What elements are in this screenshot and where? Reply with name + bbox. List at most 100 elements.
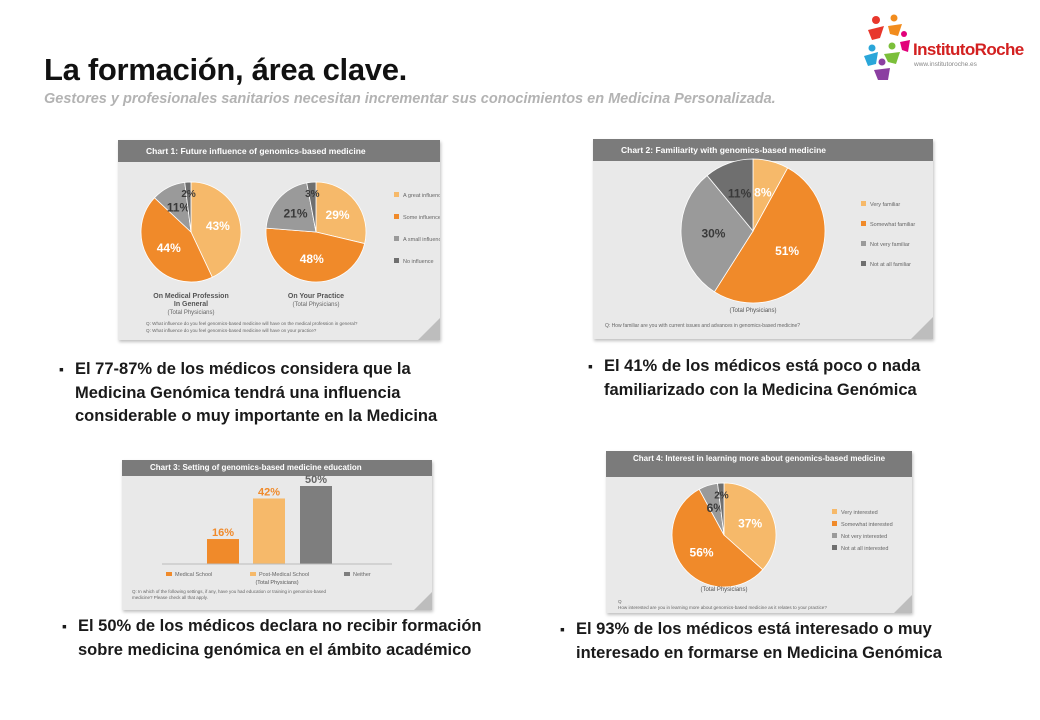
legend-label: Some influence — [403, 215, 440, 221]
legend-swatch — [344, 572, 350, 576]
pie-slice — [706, 158, 754, 233]
pie-slice — [265, 227, 366, 283]
pie-slice — [713, 167, 826, 304]
pie-sublabel: (Total Physicians) — [292, 302, 339, 308]
legend-swatch — [832, 509, 837, 514]
legend-label: No influence — [403, 259, 434, 265]
legend-label: Medical School — [175, 572, 212, 578]
legend-label: Not at all interested — [841, 546, 888, 552]
chart-1-svg: 43% 44% 11%2% 29% 48% 21% 3% A great influence S… — [140, 181, 440, 333]
legend-label: Not very familiar — [870, 242, 910, 248]
pie-value-label: 29% — [326, 208, 350, 222]
pie-value-label: 3% — [305, 189, 320, 200]
legend-swatch — [861, 241, 866, 246]
legend-label: Somewhat familiar — [870, 222, 915, 228]
pie-slice — [680, 174, 754, 293]
chart-question: Q: What influence do you feel genomics-b… — [146, 328, 317, 333]
pie-value-label: 30% — [701, 226, 725, 240]
legend-label: Very interested — [841, 510, 878, 516]
chart-3-svg: 16% 42% 50% Medical School Post-Medical Scho… — [132, 474, 392, 600]
chart-2-svg: 8% 51% 30% 11% Very familiar Somewhat familia… — [605, 158, 915, 329]
chart-question: medicine? Please check all that apply. — [132, 595, 208, 600]
legend-swatch — [394, 258, 399, 263]
legend-swatch — [861, 201, 866, 206]
legend-swatch — [832, 545, 837, 550]
pie-caption: On Medical Profession — [153, 293, 228, 300]
legend-swatch — [250, 572, 256, 576]
logo-figures-icon — [864, 14, 910, 80]
bullet-interest: ▪ El 93% de los médicos está interesado … — [560, 618, 986, 665]
bar — [300, 486, 332, 564]
legend-label: Somewhat interested — [841, 522, 893, 528]
chart-title: Chart 3: Setting of genomics-based medic… — [122, 460, 432, 476]
bullet-marker: ▪ — [588, 358, 593, 374]
bullet-text: El 77-87% de los médicos considera que l… — [75, 360, 438, 425]
legend-label: Not at all familiar — [870, 262, 911, 268]
pie-sublabel: (Total Physicians) — [729, 308, 776, 314]
pie-value-label: 2% — [714, 491, 729, 502]
chart-1-card: Chart 1: Future influence of genomics-ba… — [118, 140, 440, 340]
legend-swatch — [832, 533, 837, 538]
chart-4-card: Chart 4: Interest in learning more about… — [606, 451, 912, 613]
pie-slice — [306, 181, 317, 233]
chart-question: Q: How familiar are you with current iss… — [605, 323, 800, 329]
chart-title: Chart 4: Interest in learning more about… — [606, 451, 912, 477]
bar-value-label: 16% — [212, 527, 234, 539]
page-fold — [414, 592, 432, 610]
bullet-education: ▪ El 50% de los médicos declara no recib… — [62, 615, 488, 662]
chart-3-card: Chart 3: Setting of genomics-based medic… — [122, 460, 432, 610]
chart-question: Q: What influence do you feel genomics-b… — [146, 321, 358, 326]
legend-label: Not very interested — [841, 534, 887, 540]
page-fold — [911, 317, 933, 339]
bullet-marker: ▪ — [560, 621, 565, 637]
bullet-marker: ▪ — [59, 361, 64, 377]
pie-slice — [723, 482, 777, 571]
chart-2-card: Chart 2: Familiarity with genomics-based… — [593, 139, 933, 339]
pie-value-label: 51% — [775, 244, 799, 258]
pie-value-label: 21% — [284, 207, 308, 221]
page-subtitle: Gestores y profesionales sanitarios nece… — [44, 91, 776, 107]
pie-sublabel: (Total Physicians) — [167, 310, 214, 316]
bar-value-label: 50% — [305, 474, 327, 486]
pie-value-label: 37% — [738, 516, 762, 530]
bar — [207, 539, 239, 564]
bar-value-label: 42% — [258, 486, 280, 498]
chart-sublabel: (Total Physicians) — [255, 580, 298, 586]
bar — [253, 498, 285, 564]
page-fold — [894, 595, 912, 613]
chart-question: Q — [618, 599, 622, 604]
pie-slice — [265, 182, 317, 233]
chart-title: Chart 1: Future influence of genomics-ba… — [118, 140, 440, 162]
pie-value-label: 11% — [728, 187, 752, 201]
legend-swatch — [861, 261, 866, 266]
pie-value-label: 44% — [157, 241, 181, 255]
pie-slice — [184, 181, 192, 233]
pie-slice — [717, 482, 725, 536]
pie-slice — [315, 181, 367, 245]
chart-question: How interested are you in learning more … — [618, 605, 827, 610]
pie-value-label: 56% — [690, 546, 714, 560]
pie-value-label: 43% — [206, 219, 230, 233]
bullet-marker: ▪ — [62, 618, 67, 634]
instituto-roche-logo — [864, 14, 910, 80]
chart-title-text: Chart 4: Interest in learning more about… — [632, 454, 886, 463]
pie-value-label: 48% — [300, 252, 324, 266]
legend-swatch — [861, 221, 866, 226]
bullet-text: El 93% de los médicos está interesado o … — [576, 620, 942, 662]
legend-label: A small influence — [403, 237, 440, 243]
pie-slice — [190, 181, 242, 278]
legend-label: Very familiar — [870, 202, 900, 208]
bullet-text: El 50% de los médicos declara no recibir… — [78, 617, 482, 659]
legend-swatch — [394, 192, 399, 197]
page-title: La formación, área clave. — [44, 52, 407, 87]
pie-slice — [671, 488, 764, 588]
pie-value-label: 2% — [181, 189, 196, 200]
pie-value-label: 8% — [754, 186, 772, 200]
legend-swatch — [394, 214, 399, 219]
logo-wordmark: InstitutoRoche — [913, 40, 1024, 59]
legend-label: A great influence — [403, 193, 440, 199]
bullet-influence: ▪ El 77-87% de los médicos considera que… — [59, 358, 485, 429]
bullet-familiarity: ▪ El 41% de los médicos está poco o nada… — [588, 355, 964, 402]
chart-question: Q: In which of the following settings, i… — [132, 589, 327, 594]
